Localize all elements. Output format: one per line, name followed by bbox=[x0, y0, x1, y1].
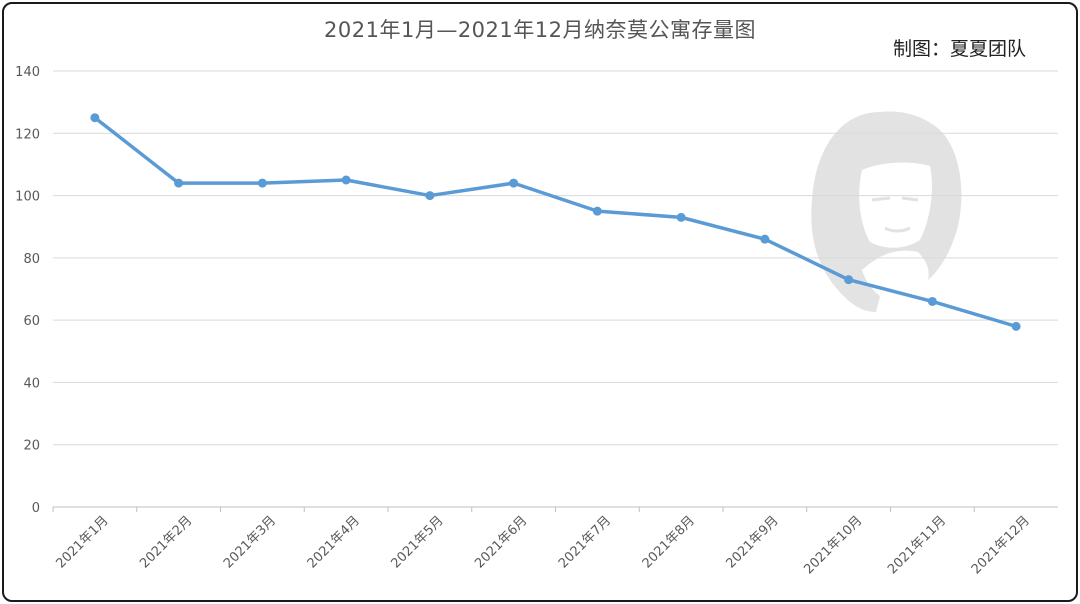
data-point bbox=[592, 206, 602, 216]
x-tick-label: 2021年11月 bbox=[885, 513, 949, 577]
y-tick-label: 20 bbox=[23, 439, 40, 454]
x-tick-label: 2021年4月 bbox=[305, 513, 363, 571]
data-point bbox=[257, 178, 267, 188]
y-tick-label: 100 bbox=[15, 190, 40, 205]
watermark-portrait bbox=[811, 111, 962, 312]
y-tick-label: 120 bbox=[15, 127, 40, 142]
data-point bbox=[760, 234, 770, 244]
data-point bbox=[509, 178, 519, 188]
x-tick-label: 2021年9月 bbox=[723, 513, 781, 571]
data-point bbox=[174, 178, 184, 188]
series-line bbox=[93, 116, 1017, 329]
x-tick-label: 2021年6月 bbox=[472, 513, 530, 571]
chart-credit: 制图：夏夏团队 bbox=[893, 38, 1027, 60]
y-tick-label: 140 bbox=[15, 65, 40, 80]
x-tick-label: 2021年2月 bbox=[137, 513, 195, 571]
y-tick-label: 40 bbox=[23, 376, 40, 391]
x-axis-ticks: 2021年1月 2021年2月 2021年3月 2021年4月 2021年5月 2021年… bbox=[52, 507, 1033, 577]
data-point bbox=[425, 191, 435, 201]
x-tick-label: 2021年1月 bbox=[53, 513, 111, 571]
x-tick-label: 2021年12月 bbox=[969, 513, 1033, 577]
series-line-group bbox=[90, 113, 1021, 331]
y-axis-ticks: 0 20 40 60 80 100 120 140 bbox=[15, 65, 40, 516]
data-point bbox=[90, 113, 100, 123]
chart-title: 2021年1月—2021年12月纳奈莫公寓存量图 bbox=[324, 18, 756, 42]
x-tick-label: 2021年10月 bbox=[801, 513, 865, 577]
x-tick-label: 2021年3月 bbox=[221, 513, 279, 571]
x-tick-label: 2021年5月 bbox=[388, 513, 446, 571]
x-tick-label: 2021年7月 bbox=[556, 513, 614, 571]
y-tick-label: 60 bbox=[23, 314, 40, 329]
y-tick-label: 0 bbox=[32, 501, 40, 516]
x-tick-label: 2021年8月 bbox=[640, 513, 698, 571]
data-point bbox=[927, 296, 937, 306]
data-point bbox=[1011, 321, 1021, 331]
data-point bbox=[676, 212, 686, 222]
y-tick-label: 80 bbox=[23, 252, 40, 267]
data-point bbox=[844, 275, 854, 285]
data-point bbox=[341, 175, 351, 185]
